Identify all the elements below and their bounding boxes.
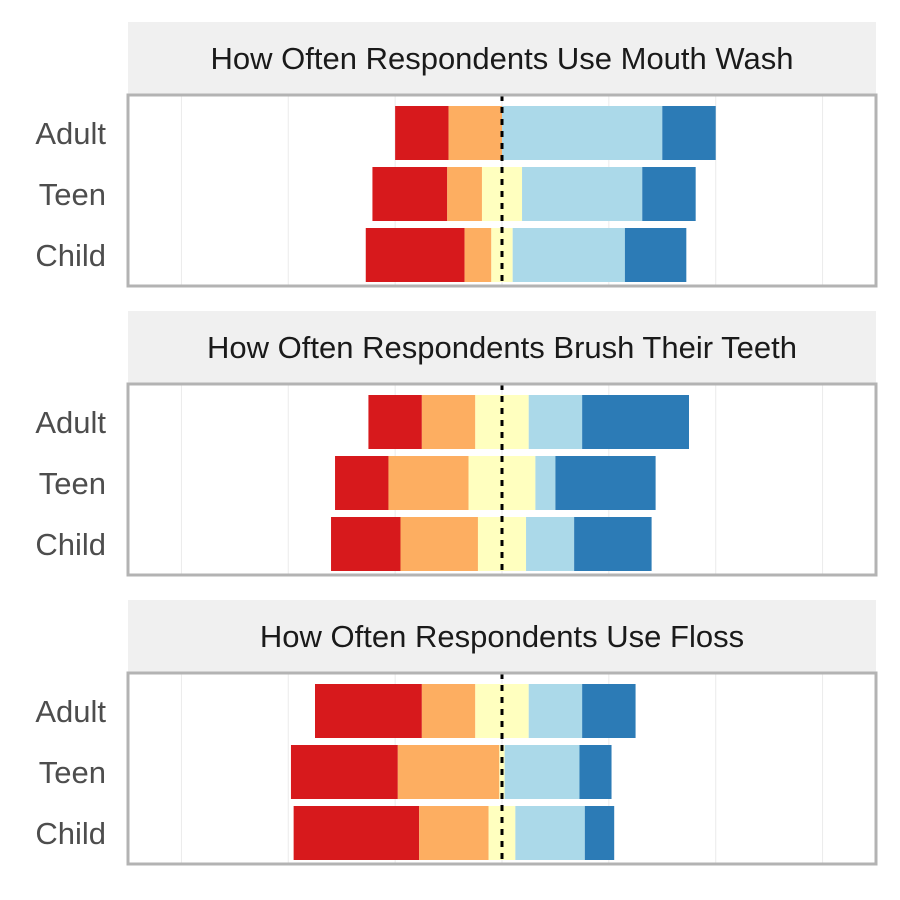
- bar-segment: [335, 456, 389, 510]
- bar-segment: [464, 228, 492, 282]
- bar-segment: [388, 456, 469, 510]
- category-label: Child: [35, 527, 106, 562]
- category-label: Teen: [39, 177, 106, 212]
- bar-segment: [315, 684, 422, 738]
- bar-segment: [535, 456, 556, 510]
- bar-segment: [419, 806, 489, 860]
- bar-segment: [448, 106, 502, 160]
- panel-title: How Often Respondents Use Mouth Wash: [211, 41, 794, 76]
- bar-segment: [293, 806, 420, 860]
- category-label: Child: [35, 238, 106, 273]
- bar-segment: [372, 167, 448, 221]
- bar-segment: [502, 106, 663, 160]
- bar-segment: [504, 745, 580, 799]
- category-label: Child: [35, 816, 106, 851]
- bar-segment: [331, 517, 401, 571]
- category-label: Teen: [39, 755, 106, 790]
- bar-segment: [579, 745, 612, 799]
- bar-segment: [368, 395, 422, 449]
- bar-segment: [395, 106, 449, 160]
- bar-segment: [528, 684, 583, 738]
- category-label: Teen: [39, 466, 106, 501]
- panel-title: How Often Respondents Use Floss: [260, 619, 744, 654]
- bar-segment: [528, 395, 583, 449]
- bar-segment: [421, 684, 476, 738]
- bar-segment: [512, 228, 625, 282]
- bar-segment: [662, 106, 716, 160]
- bar-segment: [290, 745, 398, 799]
- panel-border: [126, 93, 878, 288]
- bar-segment: [582, 684, 636, 738]
- bar-segment: [624, 228, 687, 282]
- category-label: Adult: [35, 694, 106, 729]
- bar-segment: [574, 517, 652, 571]
- bar-segment: [584, 806, 615, 860]
- bar-segment: [522, 167, 643, 221]
- panel-border: [126, 382, 878, 577]
- bar-segment: [515, 806, 585, 860]
- bar-segment: [421, 395, 476, 449]
- panel-strip: [128, 600, 876, 672]
- category-label: Adult: [35, 405, 106, 440]
- bar-segment: [582, 395, 689, 449]
- bar-segment: [642, 167, 696, 221]
- bar-segment: [447, 167, 482, 221]
- category-label: Adult: [35, 116, 106, 151]
- bar-segment: [400, 517, 478, 571]
- bar-segment: [397, 745, 500, 799]
- panel-strip: [128, 22, 876, 94]
- panel-strip: [128, 311, 876, 383]
- panel-border: [126, 671, 878, 866]
- panel-title: How Often Respondents Brush Their Teeth: [207, 330, 797, 365]
- bar-segment: [526, 517, 575, 571]
- bar-segment: [365, 228, 465, 282]
- bar-segment: [555, 456, 656, 510]
